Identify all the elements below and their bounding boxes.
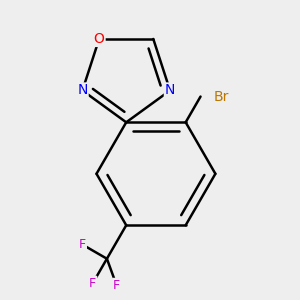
Text: N: N (77, 83, 88, 98)
Text: Br: Br (214, 90, 229, 104)
Text: N: N (165, 83, 175, 98)
Text: F: F (79, 238, 86, 251)
Text: O: O (94, 32, 105, 46)
Text: F: F (113, 279, 120, 292)
Text: F: F (89, 277, 96, 290)
